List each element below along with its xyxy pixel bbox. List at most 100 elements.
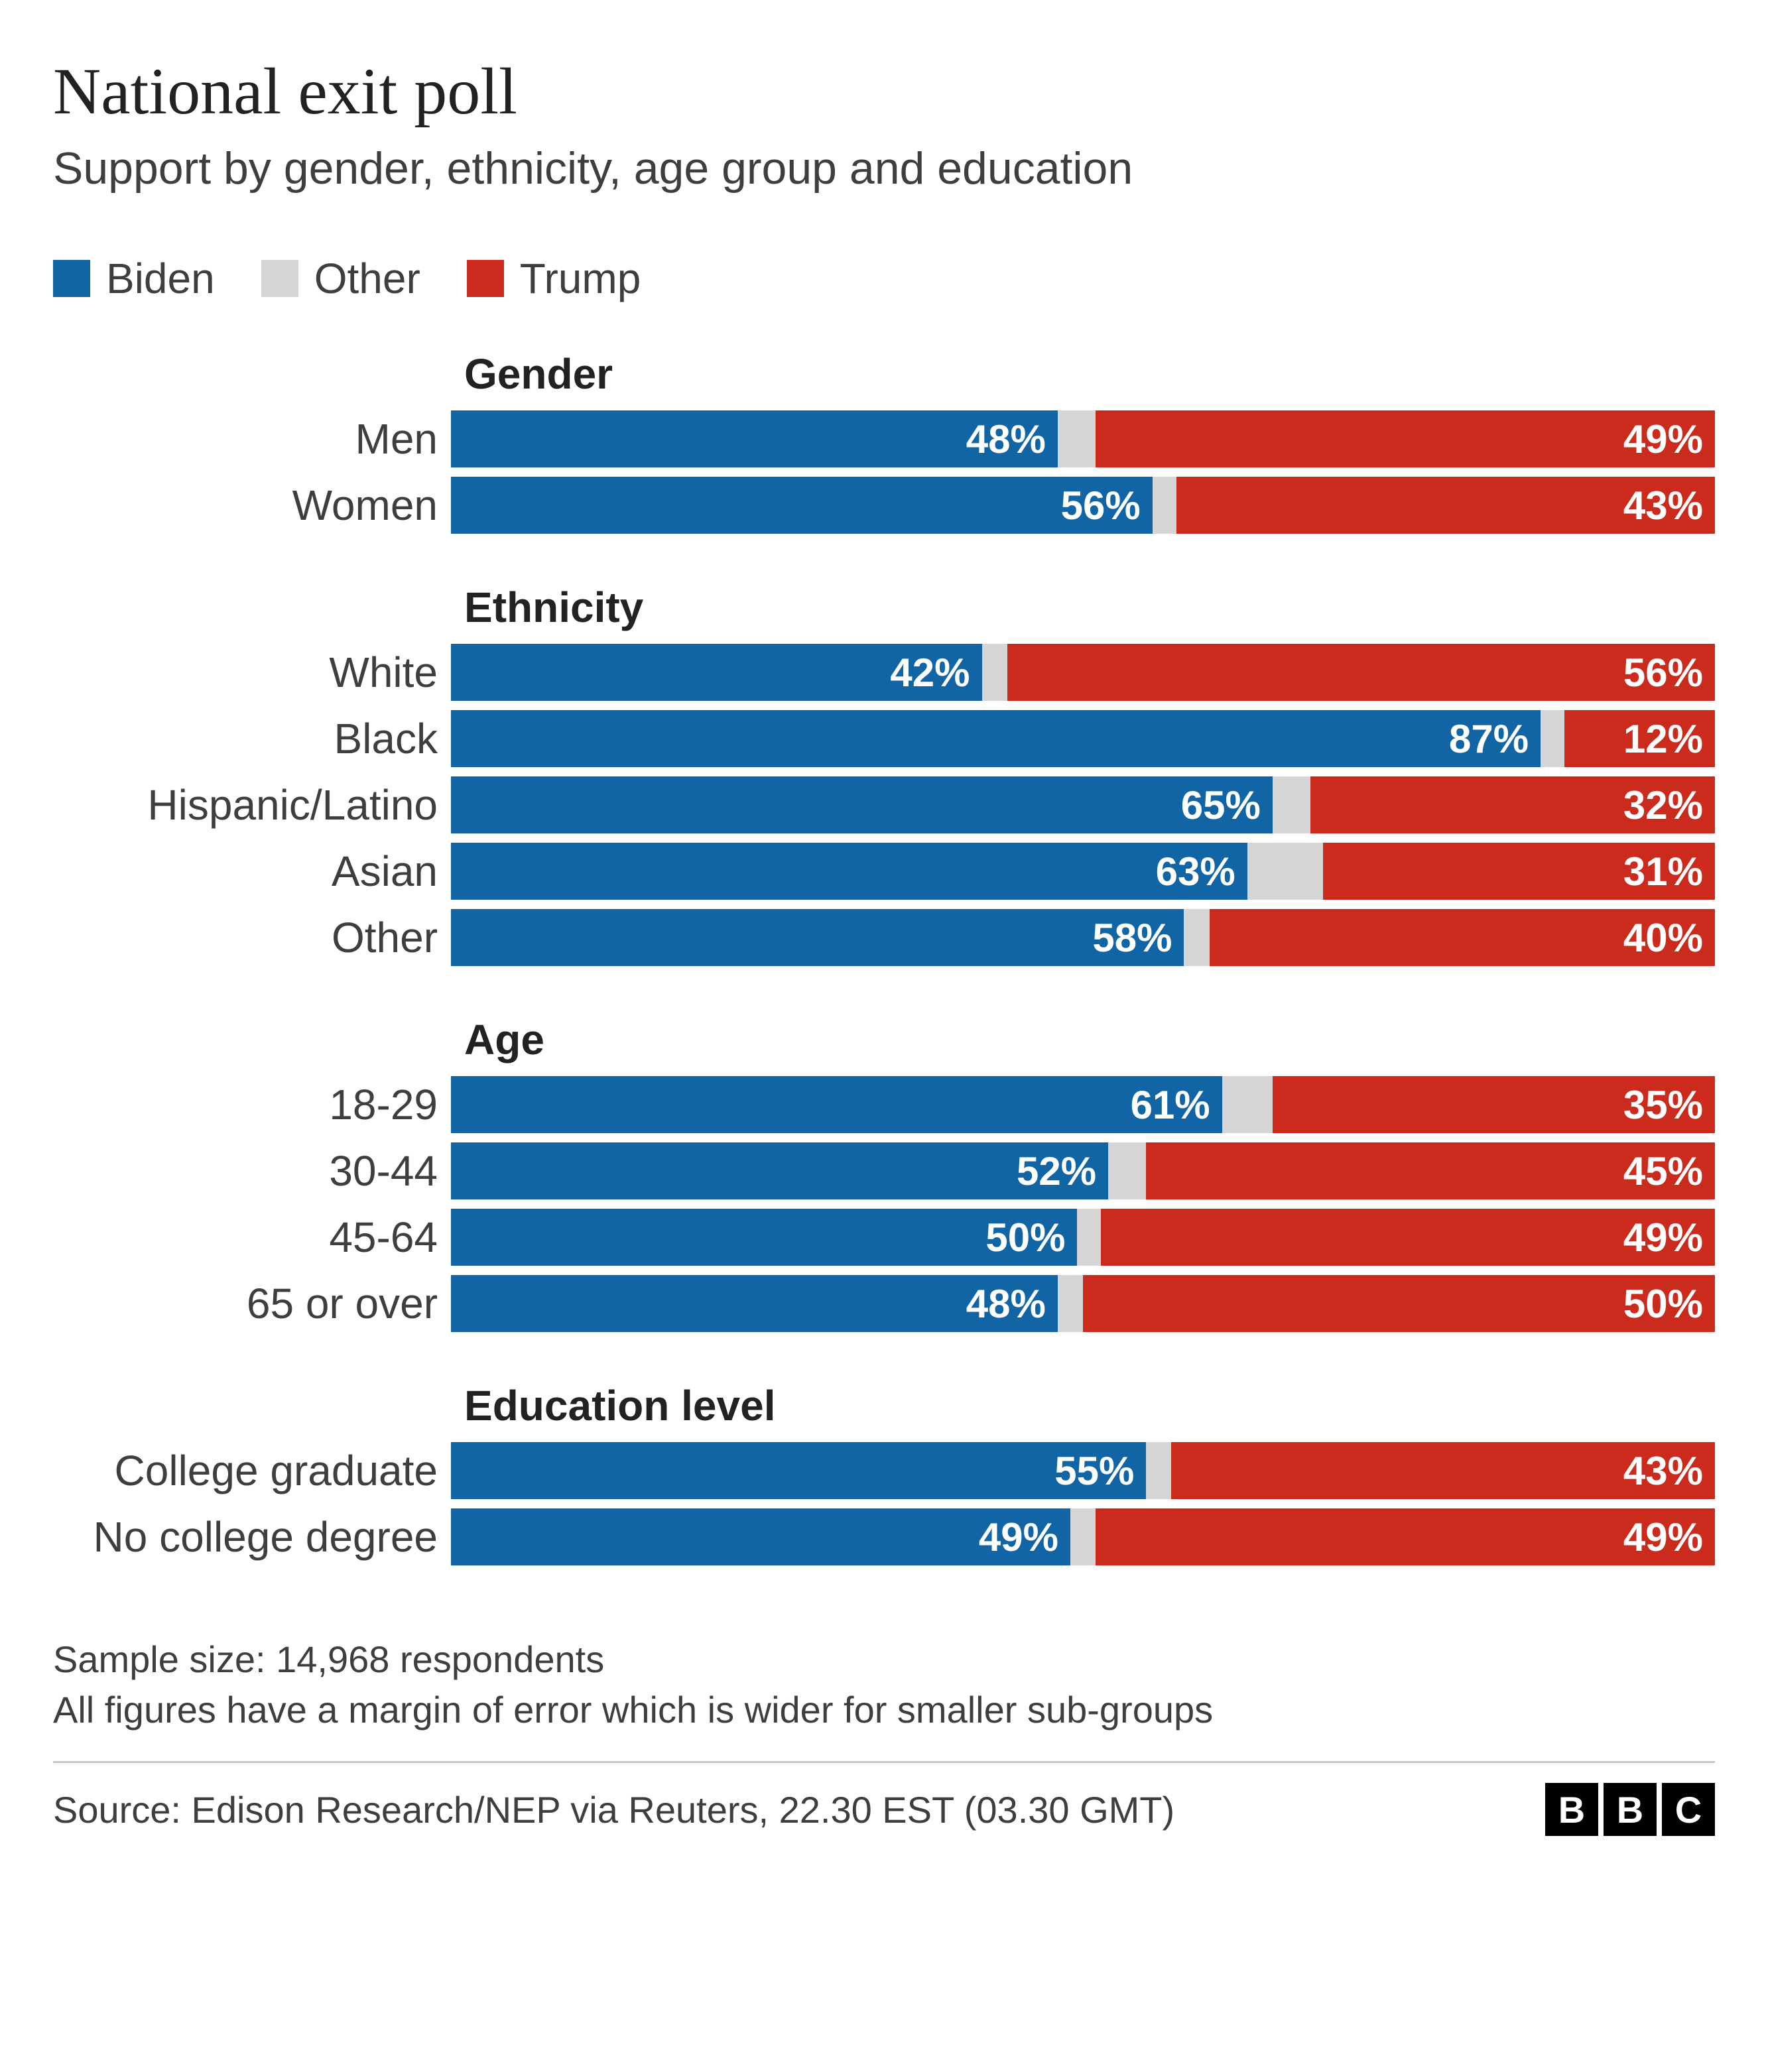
legend-swatch <box>261 260 298 297</box>
legend-label: Other <box>314 254 420 303</box>
row-label: Asian <box>53 847 451 896</box>
bar-row: 30-4452% 45% <box>53 1142 1715 1199</box>
bar-segment-trump: 45% <box>1146 1142 1715 1199</box>
legend-item: Other <box>261 254 420 303</box>
bar-row: Black87% 12% <box>53 710 1715 767</box>
bar-segment-biden: 65% <box>451 776 1273 833</box>
row-label: College graduate <box>53 1446 451 1495</box>
bar-segment-trump: 32% <box>1310 776 1715 833</box>
bar-segment-trump: 31% <box>1323 843 1715 900</box>
stacked-bar: 49% 49% <box>451 1508 1715 1565</box>
bbc-logo: BBC <box>1545 1783 1715 1836</box>
row-label: 18-29 <box>53 1080 451 1129</box>
bar-segment-biden: 50% <box>451 1209 1077 1266</box>
bar-segment-trump: 43% <box>1176 477 1715 534</box>
source-text: Source: Edison Research/NEP via Reuters,… <box>53 1788 1174 1831</box>
bar-segment-trump: 12% <box>1564 710 1715 767</box>
stacked-bar: 52% 45% <box>451 1142 1715 1199</box>
notes-line-1: Sample size: 14,968 respondents <box>53 1634 1715 1685</box>
bar-row: 45-6450% 49% <box>53 1209 1715 1266</box>
bar-segment-trump: 35% <box>1273 1076 1715 1133</box>
bar-segment-trump: 50% <box>1083 1275 1715 1332</box>
bar-segment-other <box>1541 710 1564 767</box>
bar-segment-biden: 63% <box>451 843 1247 900</box>
stacked-bar: 61% 35% <box>451 1076 1715 1133</box>
bar-segment-other <box>1184 909 1209 966</box>
bar-segment-biden: 52% <box>451 1142 1108 1199</box>
bar-segment-other <box>1058 410 1096 467</box>
stacked-bar: 50% 49% <box>451 1209 1715 1266</box>
subtitle: Support by gender, ethnicity, age group … <box>53 143 1715 194</box>
bar-segment-trump: 49% <box>1101 1209 1715 1266</box>
bar-segment-biden: 61% <box>451 1076 1222 1133</box>
bar-row: 65 or over48% 50% <box>53 1275 1715 1332</box>
bar-segment-biden: 42% <box>451 644 982 701</box>
bar-segment-biden: 58% <box>451 909 1184 966</box>
bar-segment-biden: 48% <box>451 410 1058 467</box>
bar-segment-biden: 55% <box>451 1442 1146 1499</box>
bar-row: Women56%43% <box>53 477 1715 534</box>
bar-row: Other58% 40% <box>53 909 1715 966</box>
stacked-bar: 58% 40% <box>451 909 1715 966</box>
notes-line-2: All figures have a margin of error which… <box>53 1685 1715 1735</box>
stacked-bar: 48% 50% <box>451 1275 1715 1332</box>
row-label: 30-44 <box>53 1146 451 1195</box>
bar-group: GenderMen48%49%Women56%43% <box>53 349 1715 543</box>
stacked-bar: 56% 43% <box>451 477 1715 534</box>
bar-segment-trump: 49% <box>1096 410 1715 467</box>
bar-segment-trump: 49% <box>1096 1508 1715 1565</box>
stacked-bar: 87% 12% <box>451 710 1715 767</box>
bar-segment-other <box>1077 1209 1101 1266</box>
bbc-logo-letter: C <box>1662 1783 1715 1836</box>
bar-segment-biden: 49% <box>451 1508 1070 1565</box>
group-header: Age <box>464 1015 1715 1064</box>
chart-container: National exit poll Support by gender, et… <box>0 0 1768 1836</box>
bar-row: No college degree49%49% <box>53 1508 1715 1565</box>
row-label: No college degree <box>53 1512 451 1561</box>
bar-segment-biden: 87% <box>451 710 1541 767</box>
bar-segment-other <box>1070 1508 1096 1565</box>
row-label: 45-64 <box>53 1213 451 1262</box>
bar-segment-trump: 43% <box>1171 1442 1715 1499</box>
stacked-bar: 65% 32% <box>451 776 1715 833</box>
legend-swatch <box>53 260 90 297</box>
row-label: Men <box>53 414 451 463</box>
notes: Sample size: 14,968 respondents All figu… <box>53 1634 1715 1735</box>
bar-row: White42%56% <box>53 644 1715 701</box>
bar-segment-biden: 48% <box>451 1275 1058 1332</box>
stacked-bar: 55% 43% <box>451 1442 1715 1499</box>
bar-row: Men48% 49% <box>53 410 1715 467</box>
group-header: Education level <box>464 1381 1715 1430</box>
row-label: 65 or over <box>53 1279 451 1328</box>
bar-segment-other <box>982 644 1007 701</box>
row-label: Black <box>53 714 451 763</box>
footer: Source: Edison Research/NEP via Reuters,… <box>53 1761 1715 1836</box>
bar-segment-other <box>1108 1142 1146 1199</box>
bar-segment-biden: 56% <box>451 477 1153 534</box>
stacked-bar: 42%56% <box>451 644 1715 701</box>
bbc-logo-letter: B <box>1604 1783 1657 1836</box>
bar-group: EthnicityWhite42%56%Black87%12%Hispanic/… <box>53 583 1715 975</box>
legend: Biden Other Trump <box>53 254 1715 303</box>
row-label: White <box>53 648 451 697</box>
bar-group: Age18-2961%35%30-4452%45%45-6450%49%65 o… <box>53 1015 1715 1341</box>
bar-segment-other <box>1273 776 1310 833</box>
stacked-bar: 63% 31% <box>451 843 1715 900</box>
bar-row: 18-2961% 35% <box>53 1076 1715 1133</box>
legend-item: Biden <box>53 254 215 303</box>
bar-groups: GenderMen48%49%Women56%43%EthnicityWhite… <box>53 349 1715 1615</box>
bbc-logo-letter: B <box>1545 1783 1598 1836</box>
bar-row: Hispanic/Latino65%32% <box>53 776 1715 833</box>
bar-segment-other <box>1146 1442 1171 1499</box>
legend-item: Trump <box>467 254 641 303</box>
legend-label: Biden <box>106 254 215 303</box>
bar-segment-other <box>1153 477 1176 534</box>
page-title: National exit poll <box>53 53 1715 129</box>
bar-row: Asian63% 31% <box>53 843 1715 900</box>
bar-segment-other <box>1222 1076 1273 1133</box>
group-header: Gender <box>464 349 1715 398</box>
row-label: Other <box>53 913 451 962</box>
legend-swatch <box>467 260 504 297</box>
bar-segment-trump: 40% <box>1210 909 1715 966</box>
stacked-bar: 48% 49% <box>451 410 1715 467</box>
